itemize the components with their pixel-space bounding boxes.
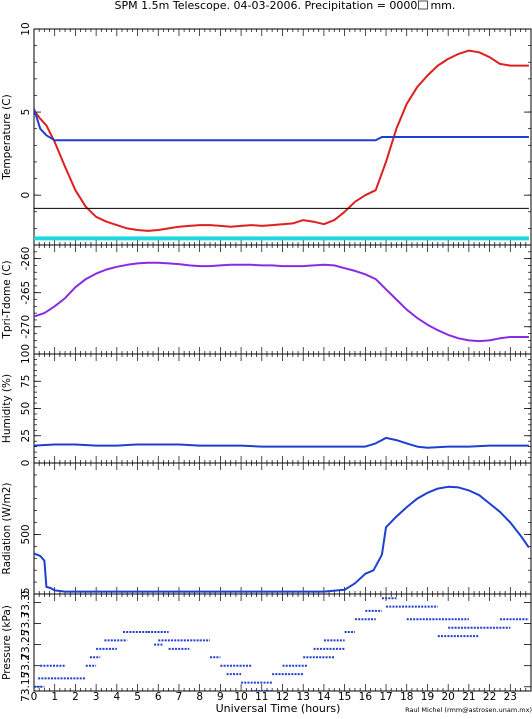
x-tick-label: 16 (359, 691, 373, 703)
series-line-0 (34, 436, 529, 449)
y-tick-label: 73.2 (20, 654, 32, 677)
x-tick-label: 19 (421, 691, 434, 703)
panel-radiation: Radiation (W/m2) 0 500 (1, 462, 532, 598)
y-tick-label: -270 (20, 315, 32, 339)
credit-label: Raul Michel (rmm@astrosen.unam.mx) (405, 706, 532, 714)
x-tick-label: 9 (217, 691, 224, 703)
x-tick-label: 6 (155, 691, 162, 703)
y-tick-label: 73.15 (20, 672, 32, 702)
y-tick-label: 73.3 (20, 612, 32, 635)
y-tick-label: 0 (20, 591, 32, 598)
y-tick-label: 25 (20, 429, 32, 442)
plot-frame (33, 593, 532, 692)
x-tick-label: 7 (176, 691, 183, 703)
x-tick-label: 10 (234, 691, 247, 703)
series-line-1 (34, 108, 529, 142)
y-axis-label: Radiation (W/m2) (1, 483, 13, 575)
y-axis-label: Pressure (kPa) (1, 605, 13, 680)
x-tick-label: 2 (72, 691, 79, 703)
x-tick-label: 20 (441, 691, 454, 703)
series-line-0 (34, 485, 530, 593)
series-line-0 (34, 261, 529, 343)
series-group (34, 261, 529, 343)
x-tick-label: 11 (255, 691, 268, 703)
series-group (34, 597, 529, 691)
title-box-glyph (418, 0, 428, 10)
y-axis-label: Tpri-Tdome (C) (1, 260, 13, 339)
series-group (34, 485, 530, 593)
y-tick-label: 75 (20, 375, 32, 388)
y-tick-label: 0 (20, 192, 32, 199)
x-tick-label: 5 (134, 691, 141, 703)
series-group (34, 49, 529, 241)
panel-tpri-tdome: Tpri-Tdome (C) -270 -265 -260 (1, 244, 532, 355)
y-tick-label: 500 (20, 524, 32, 544)
panel-temperature: Temperature (C) 0 5 10 (1, 22, 532, 246)
x-tick-label: 8 (196, 691, 203, 703)
series-line-0 (34, 49, 529, 232)
x-tick-label: 21 (462, 691, 475, 703)
x-tick-label: 13 (297, 691, 310, 703)
x-tick-label: 17 (379, 691, 392, 703)
x-tick-label: 18 (400, 691, 413, 703)
y-axis-label: Temperature (C) (1, 94, 13, 180)
figure-title: SPM 1.5m Telescope. 04-03-2006. Precipit… (115, 0, 418, 12)
x-tick-label: 0 (31, 691, 38, 703)
y-tick-label: -260 (20, 247, 32, 271)
y-tick-label: 10 (20, 22, 32, 35)
series-group (34, 436, 529, 449)
x-tick-label: 22 (483, 691, 496, 703)
y-tick-label: 100 (20, 344, 32, 364)
x-tick-label: 15 (338, 691, 351, 703)
y-tick-label: 5 (20, 109, 32, 116)
y-tick-label: 73.35 (20, 587, 32, 617)
y-axis-label: Humidity (%) (1, 374, 13, 443)
x-tick-label: 4 (113, 691, 120, 703)
x-tick-label: 14 (317, 691, 331, 703)
x-tick-label: 12 (276, 691, 289, 703)
title-unit: mm. (430, 0, 455, 12)
panel-humidity: Humidity (%) 0 25 50 75 100 (1, 344, 532, 467)
y-tick-label: 73.25 (20, 630, 32, 660)
plot-frame (33, 462, 532, 595)
x-tick-label: 1 (51, 691, 58, 703)
chart-title: SPM 1.5m Telescope. 04-03-2006. Precipit… (115, 0, 418, 12)
y-tick-label: 0 (20, 460, 32, 467)
x-tick-label: 3 (93, 691, 100, 703)
y-tick-label: -265 (20, 281, 32, 305)
x-axis-label: Universal Time (hours) (216, 702, 341, 715)
y-tick-label: 50 (20, 402, 32, 415)
x-tick-label: 23 (504, 691, 517, 703)
